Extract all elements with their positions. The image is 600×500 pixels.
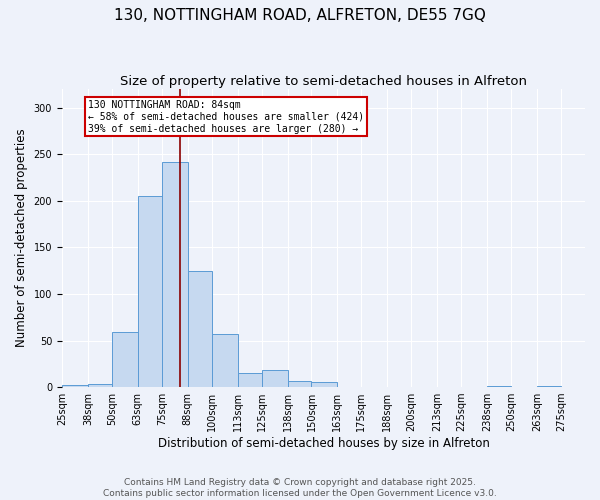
Bar: [487, 386, 511, 387]
Bar: [212, 334, 238, 387]
Title: Size of property relative to semi-detached houses in Alfreton: Size of property relative to semi-detach…: [120, 75, 527, 88]
Bar: [62, 385, 88, 387]
Bar: [537, 386, 561, 387]
Bar: [138, 196, 162, 387]
Text: Contains HM Land Registry data © Crown copyright and database right 2025.
Contai: Contains HM Land Registry data © Crown c…: [103, 478, 497, 498]
Bar: [162, 162, 188, 387]
Bar: [287, 382, 311, 387]
Bar: [262, 370, 287, 387]
Bar: [112, 332, 138, 387]
Y-axis label: Number of semi-detached properties: Number of semi-detached properties: [15, 129, 28, 348]
Bar: [238, 373, 262, 387]
Bar: [88, 384, 112, 387]
Text: 130 NOTTINGHAM ROAD: 84sqm
← 58% of semi-detached houses are smaller (424)
39% o: 130 NOTTINGHAM ROAD: 84sqm ← 58% of semi…: [88, 100, 364, 134]
Text: 130, NOTTINGHAM ROAD, ALFRETON, DE55 7GQ: 130, NOTTINGHAM ROAD, ALFRETON, DE55 7GQ: [114, 8, 486, 22]
X-axis label: Distribution of semi-detached houses by size in Alfreton: Distribution of semi-detached houses by …: [158, 437, 490, 450]
Bar: [311, 382, 337, 387]
Bar: [188, 270, 212, 387]
